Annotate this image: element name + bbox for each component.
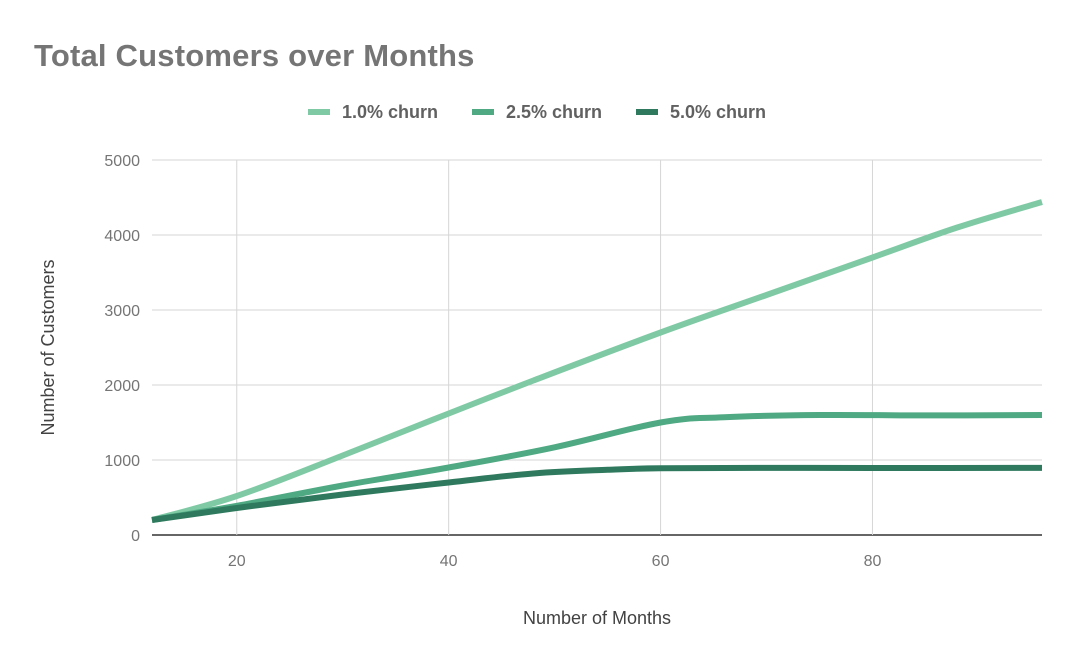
- y-tick-label: 1000: [104, 453, 140, 470]
- y-tick-label: 0: [131, 528, 140, 545]
- y-axis-ticks: 0 1000 2000 3000 4000 5000: [104, 153, 140, 545]
- y-tick-label: 2000: [104, 378, 140, 395]
- chart-title: Total Customers over Months: [34, 38, 475, 73]
- y-axis-title: Number of Customers: [38, 259, 58, 435]
- legend-item-3: 5.0% churn: [636, 102, 766, 122]
- legend-label: 5.0% churn: [670, 102, 766, 122]
- x-tick-label: 20: [228, 553, 246, 570]
- legend-label: 1.0% churn: [342, 102, 438, 122]
- x-axis-title: Number of Months: [523, 608, 671, 628]
- legend-item-2: 2.5% churn: [472, 102, 602, 122]
- series-line-2: [151, 411, 1043, 523]
- x-tick-label: 80: [864, 553, 882, 570]
- y-tick-label: 4000: [104, 228, 140, 245]
- y-tick-label: 3000: [104, 303, 140, 320]
- series-line-1: [151, 199, 1043, 523]
- grid: [152, 159, 1042, 536]
- series-line-3: [151, 464, 1043, 523]
- legend-label: 2.5% churn: [506, 102, 602, 122]
- legend: 1.0% churn 2.5% churn 5.0% churn: [308, 102, 766, 122]
- legend-item-1: 1.0% churn: [308, 102, 438, 122]
- y-tick-label: 5000: [104, 153, 140, 170]
- series-lines: [151, 199, 1043, 523]
- x-tick-label: 60: [652, 553, 670, 570]
- x-axis-ticks: 20 40 60 80: [228, 553, 882, 570]
- x-tick-label: 40: [440, 553, 458, 570]
